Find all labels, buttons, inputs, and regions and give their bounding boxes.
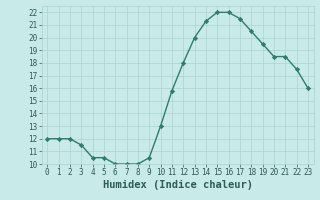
X-axis label: Humidex (Indice chaleur): Humidex (Indice chaleur) (103, 180, 252, 190)
